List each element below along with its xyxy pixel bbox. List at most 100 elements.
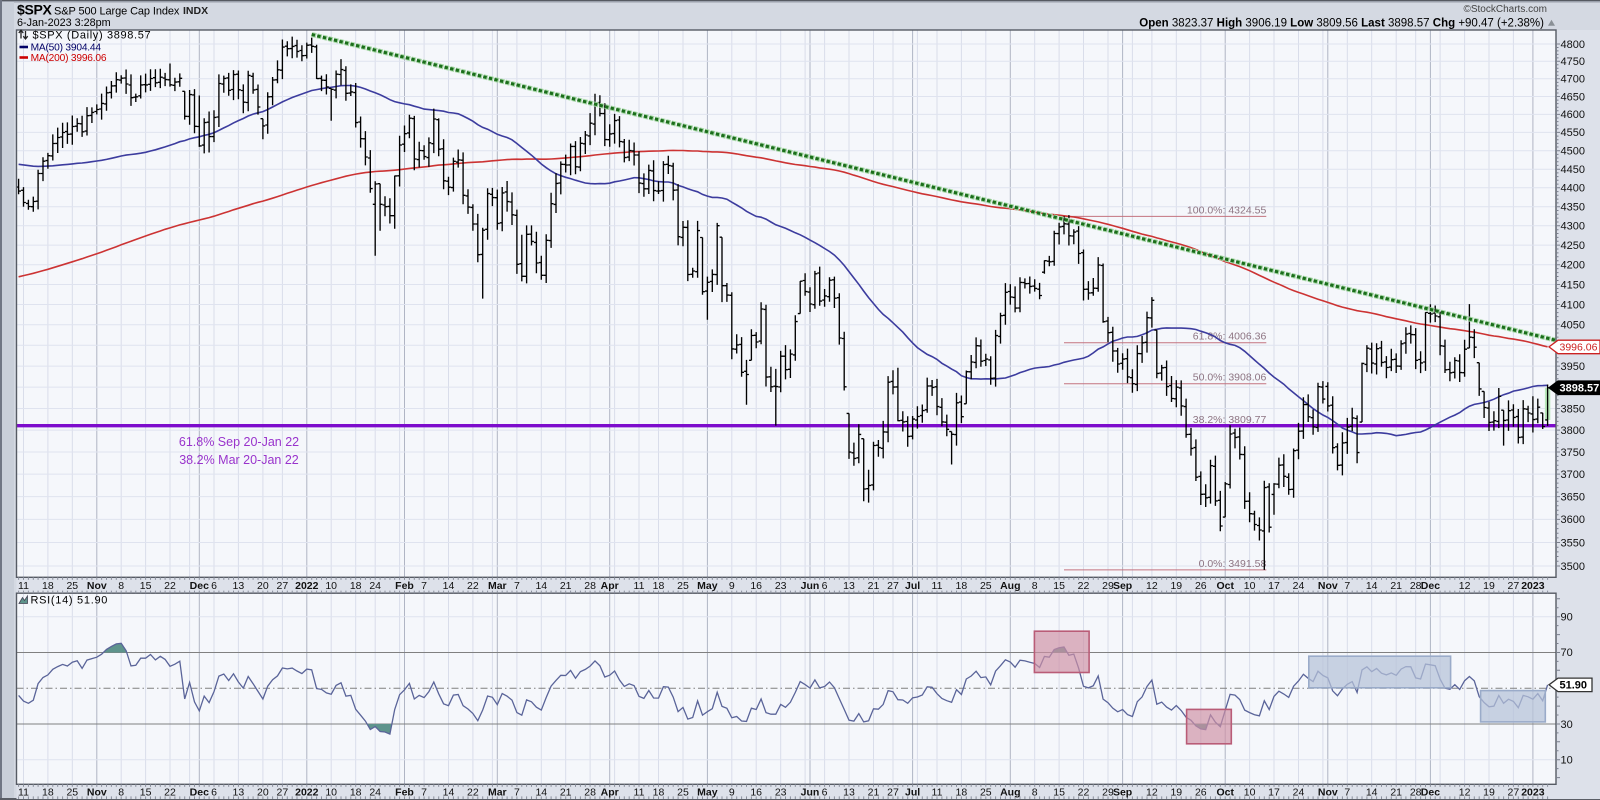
svg-text:6: 6 — [211, 580, 217, 592]
svg-text:20: 20 — [257, 787, 269, 799]
svg-text:4500: 4500 — [1561, 146, 1585, 158]
svg-text:14: 14 — [535, 580, 547, 592]
svg-text:7: 7 — [514, 580, 520, 592]
svg-text:4300: 4300 — [1561, 221, 1585, 233]
svg-text:24: 24 — [369, 580, 381, 592]
svg-text:3800: 3800 — [1561, 425, 1585, 437]
svg-text:3898.57: 3898.57 — [1560, 382, 1600, 394]
svg-text:3700: 3700 — [1561, 469, 1585, 481]
svg-text:18: 18 — [350, 580, 362, 592]
svg-text:61.8% Sep 20-Jan 22: 61.8% Sep 20-Jan 22 — [179, 435, 299, 449]
svg-text:21: 21 — [1390, 580, 1402, 592]
svg-text:24: 24 — [1293, 787, 1305, 799]
svg-text:38.2% Mar 20-Jan 22: 38.2% Mar 20-Jan 22 — [179, 453, 299, 467]
svg-text:22: 22 — [1078, 787, 1090, 799]
svg-text:7: 7 — [421, 787, 427, 799]
svg-text:27: 27 — [277, 787, 289, 799]
svg-text:Jul: Jul — [905, 787, 920, 799]
svg-text:90: 90 — [1561, 612, 1573, 624]
svg-text:19: 19 — [1483, 787, 1495, 799]
svg-text:8: 8 — [118, 787, 124, 799]
svg-text:16: 16 — [750, 787, 762, 799]
svg-text:8: 8 — [1032, 787, 1038, 799]
svg-text:11: 11 — [18, 787, 29, 799]
svg-text:25: 25 — [980, 580, 992, 592]
svg-text:12: 12 — [1146, 580, 1158, 592]
svg-text:Nov: Nov — [1318, 580, 1338, 592]
svg-text:Sep: Sep — [1113, 580, 1132, 592]
svg-text:13: 13 — [843, 787, 855, 799]
svg-text:28: 28 — [1410, 787, 1422, 799]
svg-text:24: 24 — [369, 787, 381, 799]
svg-text:4550: 4550 — [1561, 127, 1585, 139]
svg-text:20: 20 — [257, 580, 269, 592]
svg-text:12: 12 — [1459, 787, 1471, 799]
svg-text:11: 11 — [18, 580, 29, 592]
svg-text:25: 25 — [677, 580, 689, 592]
svg-text:27: 27 — [277, 580, 289, 592]
svg-text:RSI(14) 51.90: RSI(14) 51.90 — [31, 595, 109, 607]
svg-text:100.0%: 4324.55: 100.0%: 4324.55 — [1187, 204, 1267, 216]
svg-text:15: 15 — [1053, 787, 1065, 799]
svg-text:2023: 2023 — [1521, 787, 1545, 799]
svg-text:11: 11 — [634, 580, 645, 592]
svg-text:7: 7 — [1344, 787, 1350, 799]
svg-text:21: 21 — [1390, 787, 1402, 799]
svg-text:24: 24 — [1293, 580, 1305, 592]
svg-text:10: 10 — [325, 580, 337, 592]
svg-text:Oct: Oct — [1216, 580, 1234, 592]
svg-text:15: 15 — [140, 580, 152, 592]
svg-text:18: 18 — [350, 787, 362, 799]
svg-text:18: 18 — [42, 787, 54, 799]
svg-text:2022: 2022 — [295, 787, 319, 799]
svg-text:Feb: Feb — [395, 787, 414, 799]
svg-text:Oct: Oct — [1216, 787, 1234, 799]
svg-text:11: 11 — [932, 580, 943, 592]
svg-text:6: 6 — [211, 787, 217, 799]
svg-text:10: 10 — [1561, 755, 1573, 767]
svg-text:Mar: Mar — [488, 787, 507, 799]
svg-text:7: 7 — [1344, 580, 1350, 592]
svg-text:INDX: INDX — [183, 5, 208, 17]
svg-text:Jun: Jun — [801, 787, 820, 799]
svg-text:50.0%: 3908.06: 50.0%: 3908.06 — [1193, 372, 1267, 384]
svg-text:13: 13 — [233, 580, 245, 592]
svg-text:Jun: Jun — [801, 580, 820, 592]
svg-text:4150: 4150 — [1561, 279, 1585, 291]
svg-text:22: 22 — [164, 580, 176, 592]
svg-text:3650: 3650 — [1561, 491, 1585, 503]
svg-text:Nov: Nov — [87, 787, 107, 799]
svg-text:22: 22 — [1078, 580, 1090, 592]
svg-text:10: 10 — [1244, 580, 1256, 592]
svg-text:9: 9 — [729, 580, 735, 592]
svg-text:17: 17 — [1268, 787, 1280, 799]
svg-text:$SPX: $SPX — [17, 2, 53, 18]
svg-text:18: 18 — [42, 580, 54, 592]
svg-text:14: 14 — [443, 787, 455, 799]
svg-text:Feb: Feb — [395, 580, 414, 592]
svg-text:15: 15 — [1053, 580, 1065, 592]
svg-text:23: 23 — [775, 787, 787, 799]
svg-text:4650: 4650 — [1561, 91, 1585, 103]
svg-text:30: 30 — [1561, 719, 1573, 731]
svg-text:4350: 4350 — [1561, 202, 1585, 214]
svg-text:12: 12 — [1459, 580, 1471, 592]
svg-text:4200: 4200 — [1561, 260, 1585, 272]
svg-text:14: 14 — [535, 787, 547, 799]
svg-text:Mar: Mar — [488, 580, 507, 592]
svg-text:15: 15 — [140, 787, 152, 799]
svg-text:8: 8 — [118, 580, 124, 592]
svg-text:Apr: Apr — [601, 787, 619, 799]
svg-text:18: 18 — [653, 787, 665, 799]
svg-text:21: 21 — [868, 787, 880, 799]
svg-text:28: 28 — [584, 787, 596, 799]
svg-text:25: 25 — [677, 787, 689, 799]
svg-text:6: 6 — [822, 580, 828, 592]
svg-text:26: 26 — [1195, 580, 1207, 592]
svg-text:26: 26 — [1195, 787, 1207, 799]
svg-text:6-Jan-2023 3:28pm: 6-Jan-2023 3:28pm — [17, 17, 111, 29]
svg-text:12: 12 — [1146, 787, 1158, 799]
svg-text:4400: 4400 — [1561, 183, 1585, 195]
svg-text:22: 22 — [467, 580, 479, 592]
svg-text:23: 23 — [775, 580, 787, 592]
